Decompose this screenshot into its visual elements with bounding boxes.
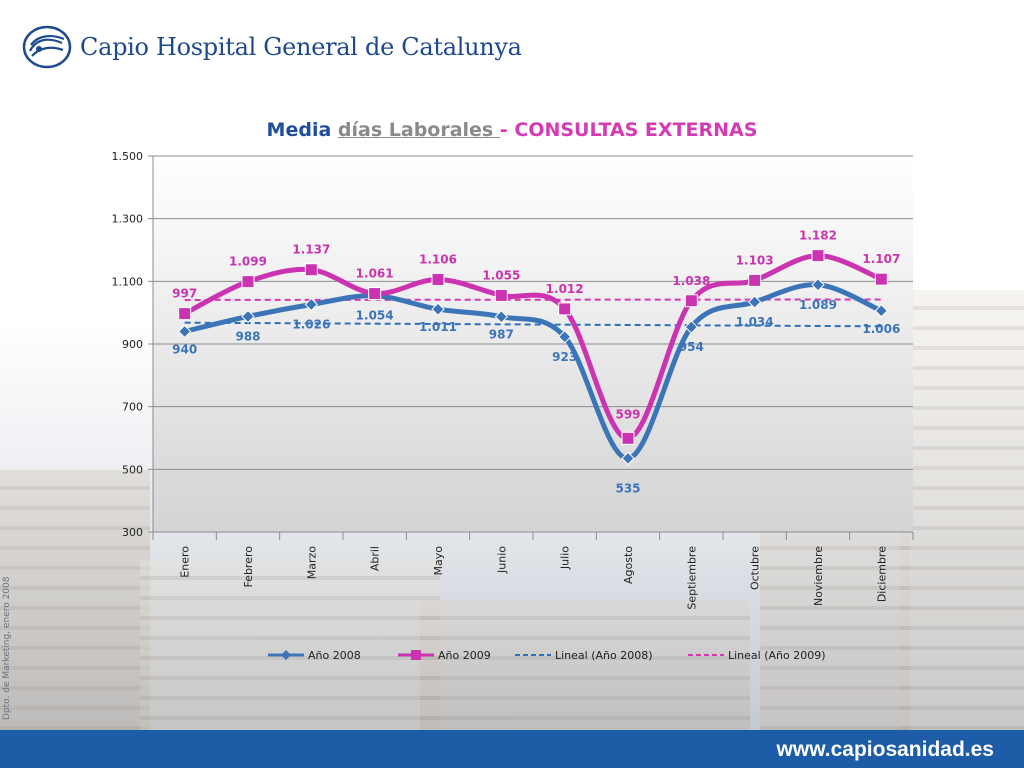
header: Capio Hospital General de Catalunya (22, 24, 522, 70)
data-label-2009: 1.099 (229, 255, 267, 269)
chart-title-part-3: - CONSULTAS EXTERNAS (499, 119, 758, 141)
data-label-2009: 1.182 (799, 229, 837, 243)
x-tick-label: Febrero (242, 546, 255, 588)
data-label-2008: 1.006 (862, 322, 900, 336)
data-label-2008: 1.054 (356, 309, 394, 323)
x-tick-label: Agosto (622, 546, 635, 584)
data-point-2008 (621, 451, 635, 466)
data-label-2009: 1.061 (356, 267, 394, 281)
y-tick-label: 1.300 (112, 213, 144, 226)
data-label-2008: 1.011 (419, 320, 457, 334)
data-point-2008 (177, 324, 192, 339)
data-point-2009 (684, 294, 698, 308)
x-tick-label: Octubre (749, 546, 762, 590)
y-tick-label: 500 (122, 463, 143, 476)
x-tick-label: Septiembre (685, 546, 698, 610)
chart-title-part-1: Media (266, 119, 332, 141)
legend-label: Año 2009 (438, 649, 491, 662)
chart-title: Media días Laborales - CONSULTAS EXTERNA… (0, 119, 1024, 141)
data-point-2009 (431, 272, 445, 286)
data-label-2009: 1.055 (482, 268, 520, 282)
data-label-2009: 1.107 (862, 252, 900, 266)
data-point-2009 (874, 272, 888, 286)
legend-label: Lineal (Año 2009) (728, 649, 826, 662)
legend-marker (281, 650, 291, 660)
data-point-2009 (178, 307, 192, 321)
data-point-2009 (811, 249, 825, 263)
data-point-2008 (684, 320, 699, 334)
legend-label: Año 2008 (308, 649, 361, 662)
y-tick-label: 900 (122, 338, 143, 351)
footer-url: www.capiosanidad.es (776, 738, 994, 761)
data-point-2009 (368, 287, 382, 301)
data-label-2008: 988 (235, 329, 260, 343)
data-point-2008 (747, 295, 762, 309)
data-label-2008: 1.026 (292, 318, 330, 332)
side-note-text: Dpto. de Marketing, enero 2008 (2, 576, 12, 720)
data-label-2008: 987 (489, 328, 514, 342)
y-tick-label: 1.100 (112, 275, 144, 288)
x-tick-label: Junio (495, 546, 508, 574)
brand-title: Capio Hospital General de Catalunya (80, 33, 522, 61)
data-point-2008 (874, 304, 889, 318)
data-label-2009: 599 (615, 407, 640, 421)
y-tick-label: 700 (122, 401, 143, 414)
data-label-2009: 1.103 (736, 253, 774, 267)
data-label-2008: 954 (679, 340, 704, 354)
trendline-2008 (184, 321, 882, 328)
data-point-2009 (304, 263, 318, 277)
chart-title-part-2: días Laborales (337, 119, 500, 141)
data-point-2009 (621, 431, 635, 445)
data-point-2009 (748, 273, 762, 287)
data-point-2009 (558, 302, 572, 316)
data-label-2008: 1.034 (736, 315, 774, 329)
side-note: Dpto. de Marketing, enero 2008 (2, 576, 18, 720)
data-point-2008 (304, 297, 319, 312)
data-label-2009: 1.106 (419, 252, 457, 266)
data-point-2008 (557, 330, 572, 344)
x-tick-label: Noviembre (812, 546, 825, 606)
data-point-2008 (811, 278, 825, 292)
data-label-2009: 1.137 (292, 243, 330, 257)
data-point-2008 (431, 302, 445, 316)
x-tick-label: Julio (559, 546, 572, 570)
data-point-2008 (241, 309, 255, 324)
x-tick-label: Mayo (432, 546, 445, 576)
y-tick-label: 1.500 (112, 150, 144, 163)
data-label-2009: 1.012 (546, 282, 584, 296)
legend-label: Lineal (Año 2008) (555, 649, 653, 662)
data-label-2009: 997 (172, 287, 197, 301)
legend-marker (411, 650, 421, 660)
data-label-2008: 923 (552, 350, 577, 364)
data-point-2009 (241, 275, 255, 289)
y-tick-label: 300 (122, 526, 143, 539)
data-label-2009: 1.038 (672, 274, 710, 288)
x-tick-label: Diciembre (875, 546, 888, 602)
x-tick-label: Abril (369, 546, 382, 571)
footer-bar: www.capiosanidad.es (0, 730, 1024, 768)
data-point-2009 (494, 288, 508, 302)
data-label-2008: 1.089 (799, 298, 837, 312)
x-tick-label: Enero (179, 546, 192, 578)
data-label-2008: 940 (172, 342, 197, 356)
capio-logo-icon (22, 25, 72, 69)
x-tick-label: Marzo (305, 546, 318, 580)
data-label-2008: 535 (615, 481, 640, 495)
data-point-2008 (494, 310, 509, 324)
